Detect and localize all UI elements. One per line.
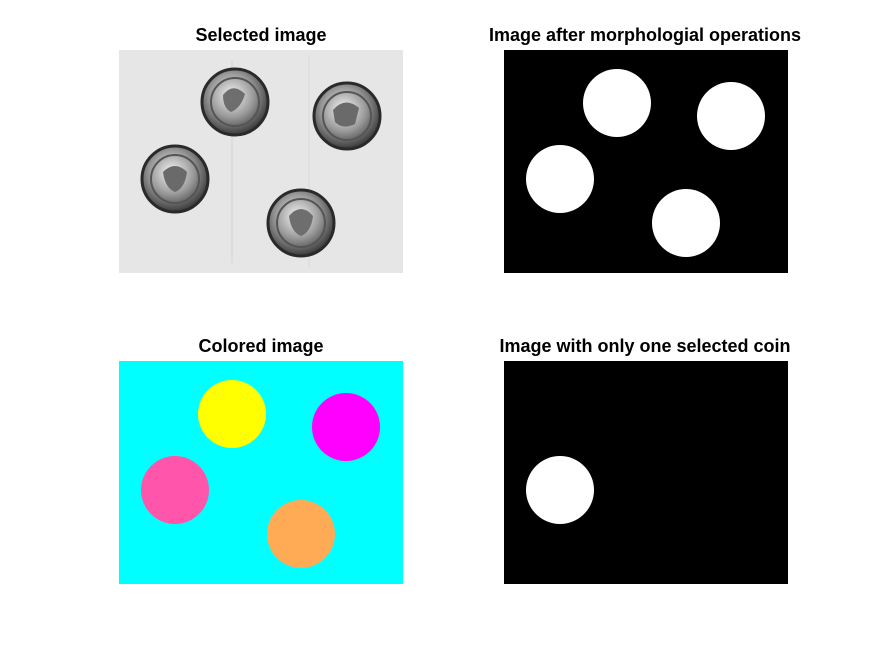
morphological-image-panel <box>504 50 788 273</box>
coin-top-photo <box>200 67 270 137</box>
labeled-color-image <box>119 361 403 584</box>
coin-left-label <box>141 456 209 524</box>
single-coin-mask-image <box>504 361 788 584</box>
coin-top-label <box>198 380 266 448</box>
title-colored-image: Colored image <box>198 336 324 356</box>
coin-top-mask <box>583 69 651 137</box>
title-selected-image: Selected image <box>195 25 327 45</box>
single-coin-image-panel <box>504 361 788 584</box>
coin-left-mask <box>526 145 594 213</box>
coin-right-photo <box>312 81 382 151</box>
title-morphological-image: Image after morphologial operations <box>488 25 802 45</box>
coin-left-photo <box>140 144 210 214</box>
title-single-coin-image: Image with only one selected coin <box>499 336 791 356</box>
selected-image-panel <box>119 50 403 273</box>
grayscale-coins-photo <box>119 50 403 273</box>
coin-bottom-photo <box>266 188 336 258</box>
colored-image-panel <box>119 361 403 584</box>
binary-mask-image <box>504 50 788 273</box>
coin-right-mask <box>697 82 765 150</box>
coin-bottom-mask <box>652 189 720 257</box>
coin-bottom-label <box>267 500 335 568</box>
selected-coin-mask <box>526 456 594 524</box>
coin-right-label <box>312 393 380 461</box>
